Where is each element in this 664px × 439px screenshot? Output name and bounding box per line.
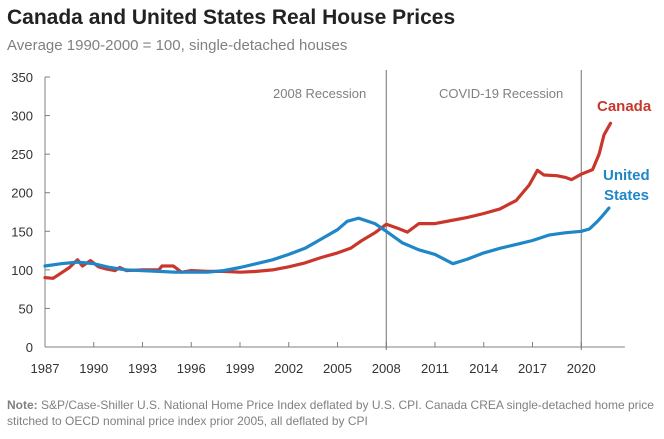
series-label-canada: Canada — [597, 98, 652, 115]
x-tick-label: 2017 — [518, 361, 547, 376]
series-line-canada — [43, 121, 613, 280]
y-tick-label: 150 — [11, 224, 33, 239]
y-tick-label: 350 — [11, 70, 33, 85]
x-tick-label: 1996 — [177, 361, 206, 376]
recession-label: 2008 Recession — [273, 86, 366, 101]
x-tick-label: 2005 — [323, 361, 352, 376]
series-label-united-states-line1: United — [603, 167, 650, 184]
chart-subtitle: Average 1990-2000 = 100, single-detached… — [7, 37, 348, 54]
y-tick-label: 300 — [11, 109, 33, 124]
chart-note: Note: S&P/Case-Shiller U.S. National Hom… — [7, 397, 657, 429]
y-tick-label: 100 — [11, 263, 33, 278]
x-tick-label: 1999 — [226, 361, 255, 376]
series-line-united-states — [43, 206, 611, 274]
y-tick-label: 250 — [11, 147, 33, 162]
y-tick-label: 50 — [19, 301, 33, 316]
x-tick-label: 2002 — [274, 361, 303, 376]
x-tick-label: 2020 — [567, 361, 596, 376]
x-tick-label: 2014 — [469, 361, 498, 376]
x-tick-label: 1987 — [31, 361, 60, 376]
y-tick-label: 0 — [26, 340, 33, 355]
series-label-united-states-line2: States — [604, 187, 649, 204]
x-tick-label: 2008 — [372, 361, 401, 376]
chart-title: Canada and United States Real House Pric… — [7, 6, 456, 29]
x-tick-label: 1993 — [128, 361, 157, 376]
x-tick-label: 1990 — [79, 361, 108, 376]
y-tick-label: 200 — [11, 186, 33, 201]
note-text: S&P/Case-Shiller U.S. National Home Pric… — [7, 398, 654, 428]
note-label: Note: — [7, 398, 38, 412]
recession-label: COVID-19 Recession — [439, 86, 563, 101]
x-tick-label: 2011 — [421, 361, 449, 376]
